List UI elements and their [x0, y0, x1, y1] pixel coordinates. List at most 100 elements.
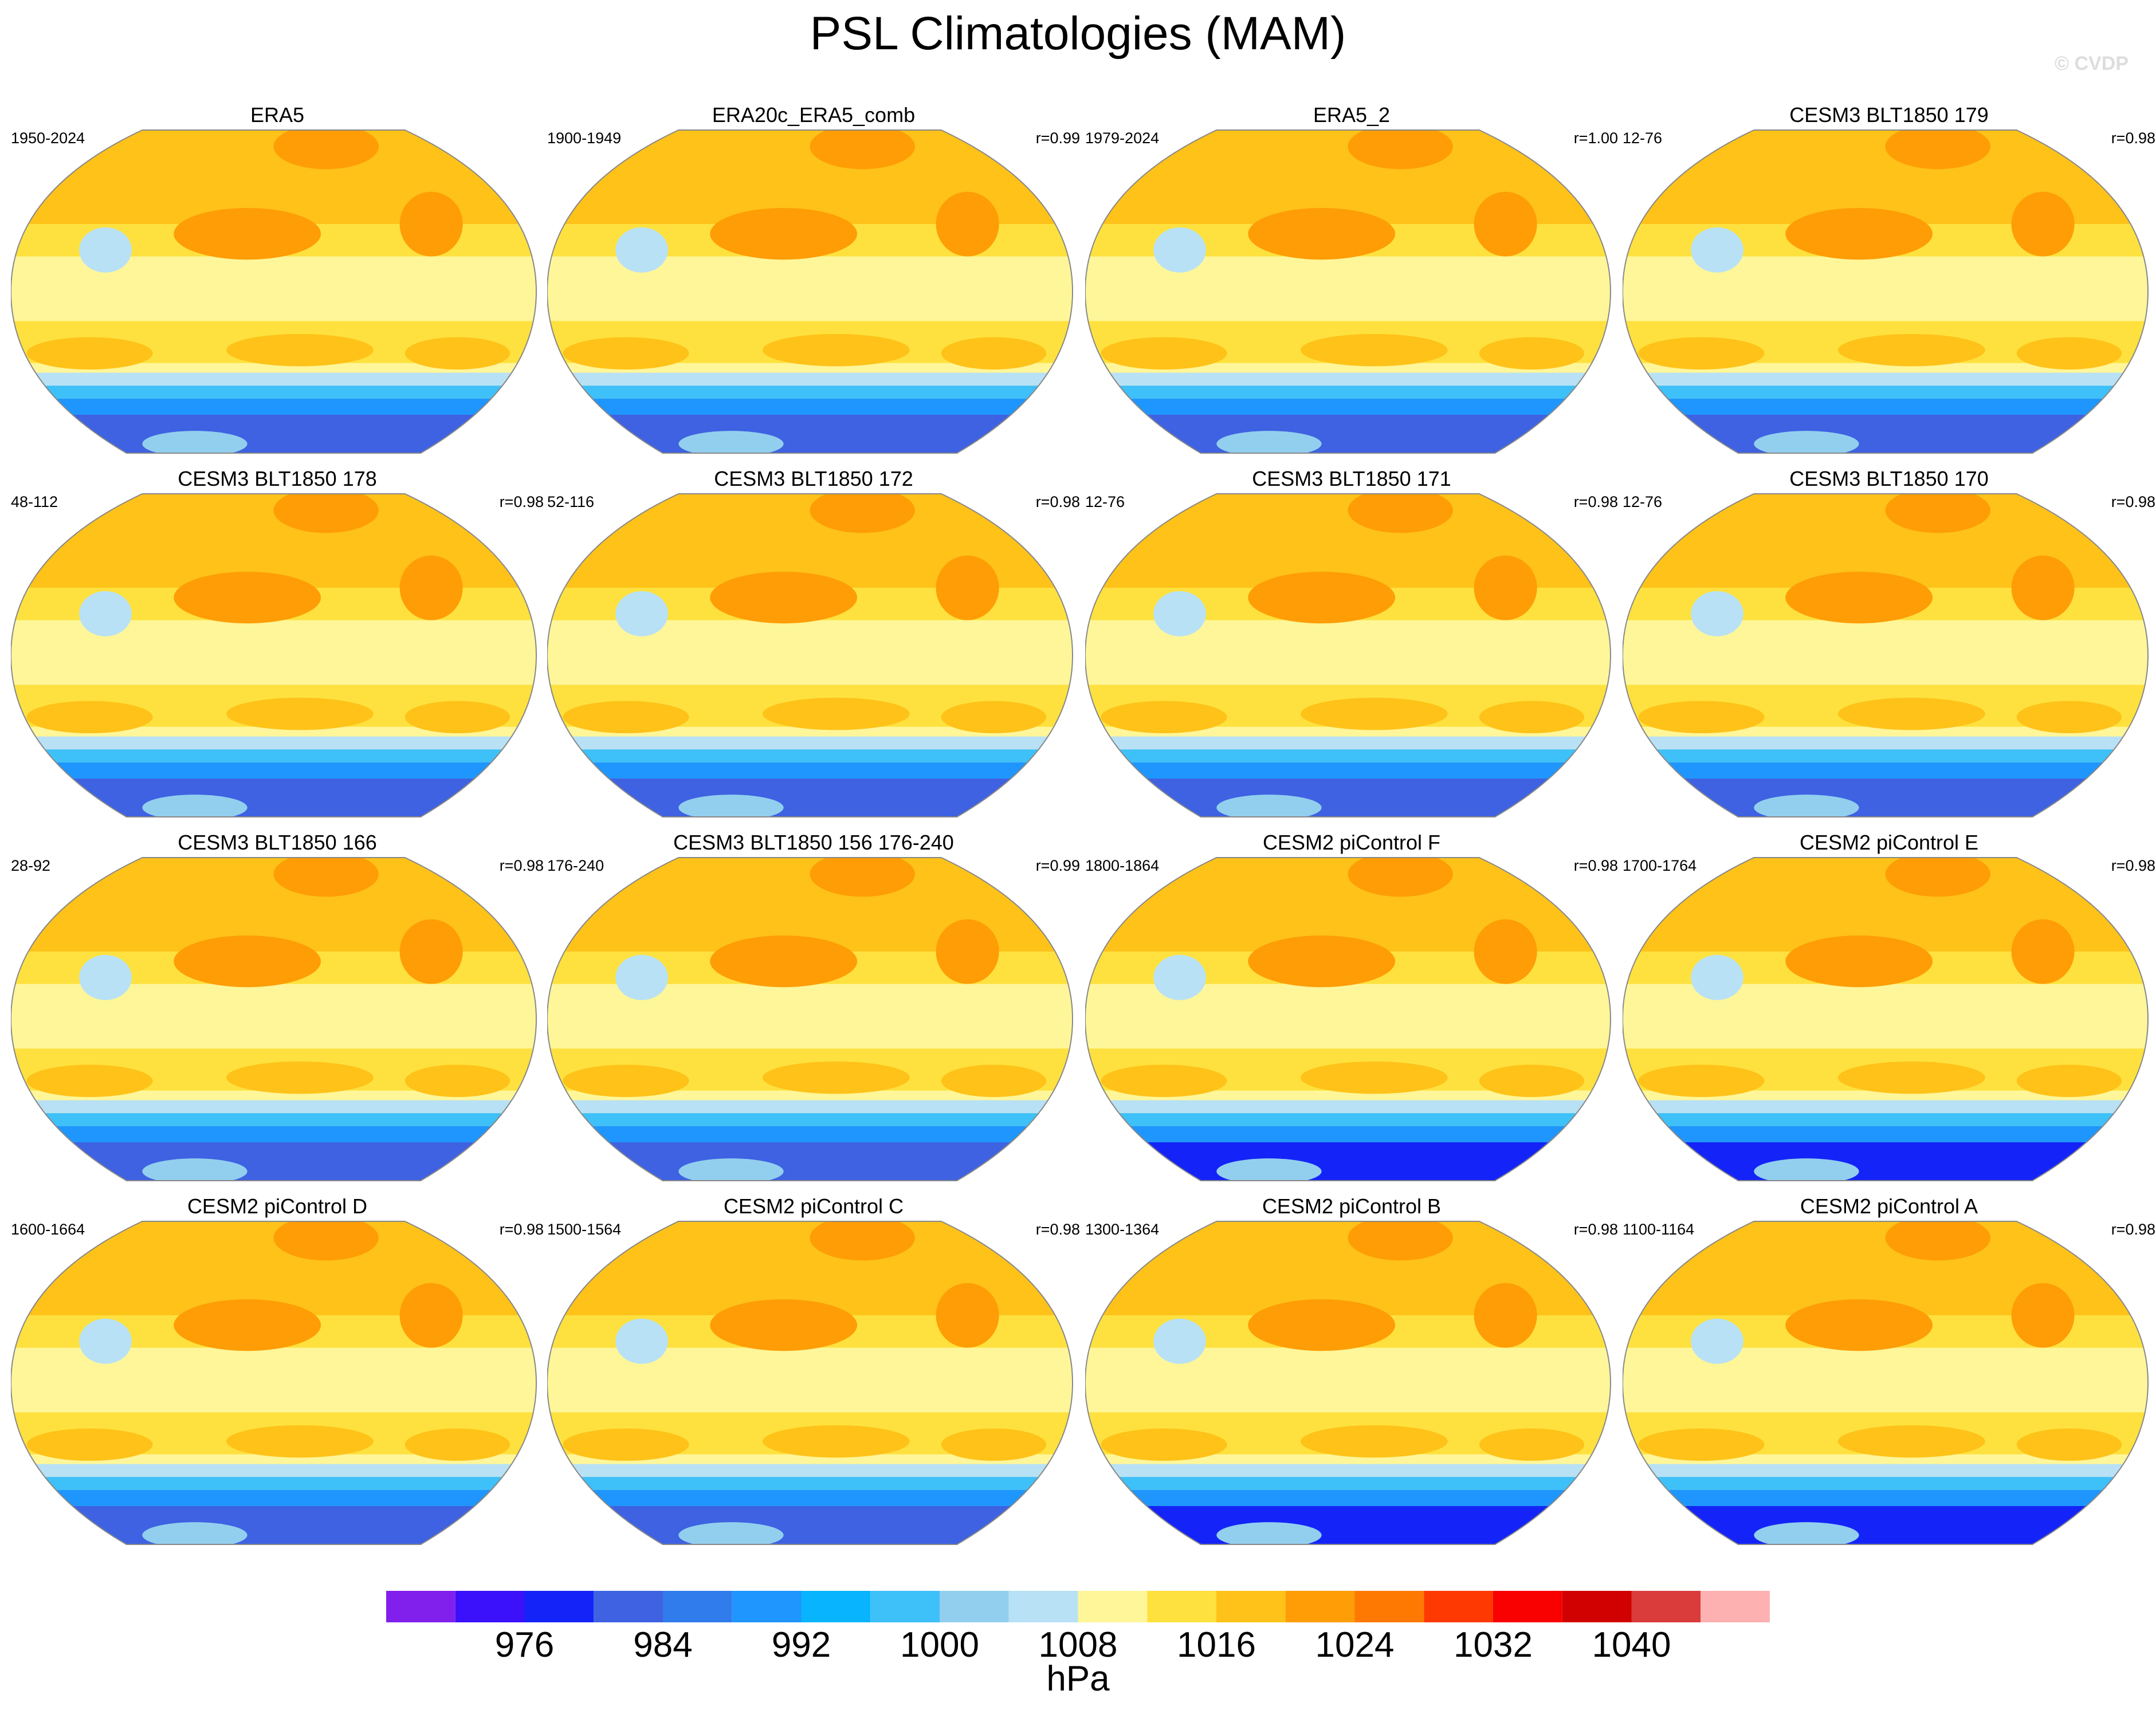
- low-band-2: [1085, 749, 1611, 762]
- asian-low: [79, 591, 132, 636]
- low-band-1: [1085, 736, 1611, 750]
- panel-correlation: r=0.98: [1035, 493, 1080, 510]
- low-band-2: [1085, 386, 1611, 399]
- azores-high: [2011, 555, 2075, 620]
- colorbar-tick-label: 1008: [1039, 1625, 1118, 1660]
- low-band-2: [11, 749, 536, 762]
- north-pacific-high: [710, 935, 858, 988]
- panel-title: ERA5_2: [1313, 103, 1391, 127]
- circumpolar-trough: [1623, 1142, 2148, 1181]
- arctic-high: [1348, 858, 1453, 897]
- colorbar-box: [1285, 1591, 1355, 1622]
- south-indian-high: [941, 337, 1047, 369]
- panel-years: 12-76: [1085, 493, 1125, 510]
- south-indian-high: [1479, 1428, 1585, 1461]
- colorbar-box: [940, 1591, 1009, 1622]
- panel-correlation: r=0.98: [1035, 1221, 1080, 1238]
- low-band-3: [1623, 1489, 2148, 1506]
- south-indian-high: [2016, 1428, 2122, 1461]
- arctic-high: [1885, 494, 1990, 533]
- colorbar-box: [1078, 1591, 1148, 1622]
- south-pacific-high-east: [1837, 333, 1985, 367]
- map-panel: CESM3 BLT1850 178 48-112 r=0.98: [11, 467, 544, 822]
- circumpolar-trough: [1623, 778, 2148, 817]
- map-border: [547, 857, 1074, 1181]
- robinson-map: [1623, 857, 2149, 1181]
- colorbar: 976 984 992 1000 1008 1016 1024 1032 1040: [386, 1591, 1770, 1660]
- azores-high: [399, 555, 463, 620]
- north-pacific-high: [174, 935, 321, 988]
- north-pacific-high: [710, 572, 858, 624]
- antarctica: [1754, 1522, 1859, 1544]
- panel-correlation: r=0.98: [499, 493, 544, 510]
- south-indian-high: [941, 701, 1047, 733]
- south-pacific-high-east: [1300, 1061, 1448, 1094]
- south-pacific-high-east: [762, 333, 910, 367]
- south-pacific-high: [26, 701, 153, 733]
- south-pacific-high: [563, 337, 689, 369]
- colorbar-box: [663, 1591, 732, 1622]
- panel-years: 1500-1564: [547, 1221, 622, 1238]
- south-pacific-high: [1101, 701, 1227, 733]
- asian-low: [1691, 227, 1743, 273]
- north-pacific-high: [1248, 572, 1396, 624]
- arctic-high: [1885, 1221, 1990, 1261]
- south-indian-high: [1479, 701, 1585, 733]
- map-panel: CESM3 BLT1850 171 12-76 r=0.98: [1085, 467, 1618, 822]
- antarctica: [1754, 1158, 1859, 1181]
- antarctica: [142, 1522, 248, 1544]
- low-band-2: [547, 1113, 1073, 1126]
- robinson-map: [547, 129, 1074, 454]
- arctic-high: [810, 1221, 915, 1261]
- panel-correlation: r=0.98: [1573, 493, 1618, 510]
- antarctica: [142, 795, 248, 817]
- north-pacific-high: [1785, 935, 1933, 988]
- map-panel: CESM2 piControl D 1600-1664 r=0.98: [11, 1194, 544, 1550]
- low-band-3: [547, 762, 1073, 779]
- north-pacific-high: [1785, 208, 1933, 260]
- robinson-map: [11, 1221, 537, 1545]
- south-pacific-high: [1638, 1428, 1765, 1461]
- map-border: [1623, 1221, 2149, 1545]
- south-pacific-high: [1101, 1064, 1227, 1097]
- low-band-1: [1085, 1100, 1611, 1114]
- antarctica: [678, 1522, 784, 1544]
- watermark: © CVDP: [2055, 53, 2128, 74]
- azores-high: [936, 555, 999, 620]
- south-pacific-high: [1638, 1064, 1765, 1097]
- low-band-1: [547, 1100, 1073, 1114]
- panel-title: CESM3 BLT1850 171: [1252, 467, 1451, 490]
- panel-title: CESM2 piControl E: [1799, 831, 1979, 854]
- low-band-3: [1623, 762, 2148, 779]
- panel-correlation: r=0.98: [2111, 1221, 2155, 1238]
- low-band-3: [1085, 1489, 1611, 1506]
- panel-correlation: r=0.98: [499, 1221, 544, 1238]
- asian-low: [615, 227, 668, 273]
- south-pacific-high: [1101, 1428, 1227, 1461]
- arctic-high: [810, 858, 915, 897]
- panel-years: 1100-1164: [1623, 1221, 1695, 1238]
- south-pacific-high-east: [1300, 1425, 1448, 1458]
- panel-years: 12-76: [1623, 493, 1663, 510]
- antarctica: [678, 431, 784, 453]
- panel-correlation: r=0.99: [1035, 857, 1080, 874]
- arctic-high: [1348, 1221, 1453, 1261]
- arctic-high: [1885, 858, 1990, 897]
- south-pacific-high: [1101, 337, 1227, 369]
- low-band-2: [1623, 1477, 2148, 1490]
- colorbar-tick-label: 1040: [1592, 1625, 1671, 1660]
- north-pacific-high: [710, 208, 858, 260]
- asian-low: [79, 1318, 132, 1364]
- low-band-2: [1085, 1113, 1611, 1126]
- panel-correlation: r=0.99: [1035, 129, 1080, 147]
- low-band-1: [11, 736, 536, 750]
- panel-years: 1600-1664: [11, 1221, 85, 1238]
- map-panel: CESM3 BLT1850 156 176-240 176-240 r=0.99: [547, 831, 1080, 1186]
- antarctica: [1216, 431, 1322, 453]
- south-pacific-high-east: [1300, 333, 1448, 367]
- south-pacific-high-east: [226, 1061, 374, 1094]
- low-band-1: [1623, 1464, 2148, 1477]
- robinson-map: [1623, 129, 2149, 454]
- low-band-1: [1623, 1100, 2148, 1114]
- azores-high: [1474, 1283, 1537, 1348]
